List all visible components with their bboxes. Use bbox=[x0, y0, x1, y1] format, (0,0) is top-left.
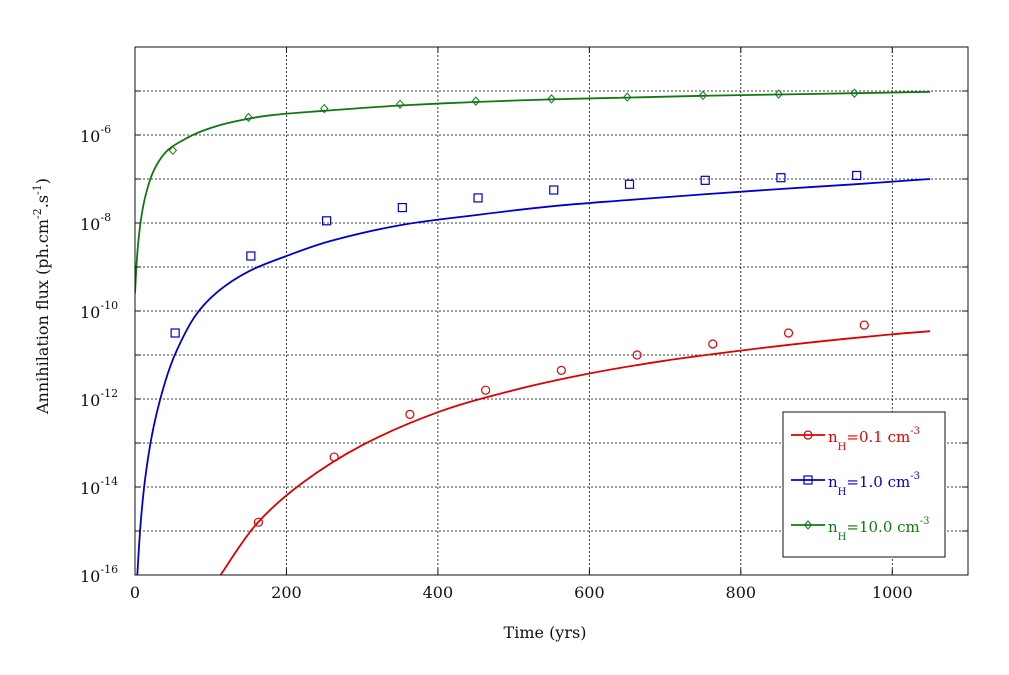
data-marker-1 bbox=[253, 517, 264, 527]
series-1 bbox=[219, 320, 931, 575]
legend-swatch-marker bbox=[803, 475, 813, 485]
y-tick-label-base: 10 bbox=[80, 127, 100, 146]
y-tick-label: 10-14 bbox=[80, 475, 118, 498]
data-marker-2 bbox=[246, 251, 256, 261]
legend-label: nH=0.1 cm-3 bbox=[828, 426, 920, 453]
legend-label-value: =1.0 cm bbox=[846, 473, 910, 491]
y-tick-label: 10-6 bbox=[80, 123, 111, 146]
legend-label-n: n bbox=[828, 518, 838, 536]
series-line-3 bbox=[135, 91, 931, 294]
y-tick-label-exp: -12 bbox=[100, 387, 118, 400]
legend-label-sub: H bbox=[838, 442, 847, 453]
legend-label-sub: H bbox=[838, 532, 847, 543]
legend-entry-1: nH=0.1 cm-3 bbox=[791, 426, 920, 453]
data-marker-1 bbox=[632, 350, 642, 360]
data-marker-3 bbox=[774, 89, 783, 99]
legend-label: nH=10.0 cm-3 bbox=[828, 516, 930, 543]
data-marker-2 bbox=[170, 328, 180, 338]
x-tick-label: 600 bbox=[574, 583, 605, 602]
y-tick-label-base: 10 bbox=[80, 567, 100, 586]
data-marker-1 bbox=[405, 409, 415, 419]
legend-entry-3: nH=10.0 cm-3 bbox=[791, 516, 930, 543]
data-marker-2 bbox=[321, 216, 332, 226]
data-marker-2 bbox=[700, 175, 710, 185]
y-tick-label: 10-10 bbox=[80, 299, 118, 322]
legend-label-value: =10.0 cm bbox=[846, 518, 919, 536]
y-tick-label-base: 10 bbox=[80, 479, 100, 498]
y-axis-label: Annihilation flux (ph.cm-2.s-1) bbox=[31, 178, 52, 415]
y-tick-label: 10-16 bbox=[80, 563, 118, 586]
y-tick-label-exp: -6 bbox=[100, 123, 111, 136]
y-tick-label-exp: -10 bbox=[100, 299, 118, 312]
data-marker-2 bbox=[549, 185, 559, 195]
series-line-2 bbox=[136, 178, 931, 575]
y-tick-label-base: 10 bbox=[80, 303, 100, 322]
data-marker-1 bbox=[859, 320, 869, 330]
data-marker-3 bbox=[698, 90, 708, 101]
grid bbox=[135, 47, 968, 575]
y-tick-label: 10-8 bbox=[80, 211, 111, 234]
legend-label-exp: -3 bbox=[910, 426, 920, 437]
x-tick-label: 0 bbox=[130, 583, 140, 602]
series-layer bbox=[135, 88, 931, 575]
x-tick-label: 200 bbox=[271, 583, 302, 602]
y-axis-label-suffix: ) bbox=[33, 178, 52, 184]
y-tick-label-exp: -14 bbox=[100, 475, 118, 488]
legend: nH=0.1 cm-3nH=1.0 cm-3nH=10.0 cm-3 bbox=[782, 411, 946, 558]
series-2 bbox=[136, 170, 931, 575]
y-tick-label-exp: -16 bbox=[100, 563, 118, 576]
legend-label-n: n bbox=[828, 428, 838, 446]
y-tick-label: 10-12 bbox=[80, 387, 118, 410]
data-marker-2 bbox=[473, 193, 483, 203]
legend-entry-2: nH=1.0 cm-3 bbox=[791, 471, 920, 498]
data-marker-1 bbox=[708, 339, 718, 349]
legend-label-exp: -3 bbox=[920, 516, 930, 527]
y-axis-label-prefix: Annihilation flux (ph.cm bbox=[33, 219, 52, 415]
x-tick-label: 800 bbox=[726, 583, 757, 602]
y-tick-label-exp: -8 bbox=[100, 211, 111, 224]
x-tick-label: 400 bbox=[423, 583, 454, 602]
data-marker-2 bbox=[852, 170, 862, 181]
x-tick-label: 1000 bbox=[872, 583, 913, 602]
data-marker-3 bbox=[623, 92, 632, 102]
series-3 bbox=[135, 88, 931, 294]
legend-label-n: n bbox=[828, 473, 838, 491]
data-marker-1 bbox=[783, 328, 794, 338]
axis-ticks bbox=[134, 47, 968, 575]
data-marker-3 bbox=[850, 88, 859, 98]
data-marker-1 bbox=[329, 452, 339, 462]
data-marker-3 bbox=[168, 145, 178, 156]
tick-labels: 0 200 400 600 800 100010-1610-1410-1210-1010-… bbox=[80, 123, 913, 602]
data-marker-3 bbox=[395, 99, 405, 109]
data-marker-3 bbox=[244, 112, 253, 123]
data-marker-1 bbox=[481, 385, 491, 395]
data-marker-3 bbox=[471, 96, 480, 106]
y-tick-label-base: 10 bbox=[80, 215, 100, 234]
legend-label-exp: -3 bbox=[910, 471, 920, 482]
data-marker-3 bbox=[320, 103, 329, 114]
data-marker-2 bbox=[397, 203, 407, 213]
legend-swatch-marker bbox=[803, 520, 813, 530]
data-marker-2 bbox=[624, 179, 635, 189]
legend-label: nH=1.0 cm-3 bbox=[828, 471, 920, 498]
y-axis-label-middle: .s bbox=[33, 195, 52, 208]
data-marker-1 bbox=[556, 365, 566, 375]
data-marker-3 bbox=[547, 94, 556, 104]
legend-swatch-marker bbox=[803, 430, 813, 440]
legend-label-value: =0.1 cm bbox=[846, 428, 910, 446]
series-line-1 bbox=[219, 330, 931, 575]
y-axis-label-exp2: -1 bbox=[31, 184, 44, 195]
x-axis-label: Time (yrs) bbox=[504, 623, 587, 642]
y-axis-label-exp1: -2 bbox=[31, 208, 44, 219]
data-marker-2 bbox=[776, 173, 786, 183]
y-tick-label-base: 10 bbox=[80, 391, 100, 410]
legend-label-sub: H bbox=[838, 487, 847, 498]
